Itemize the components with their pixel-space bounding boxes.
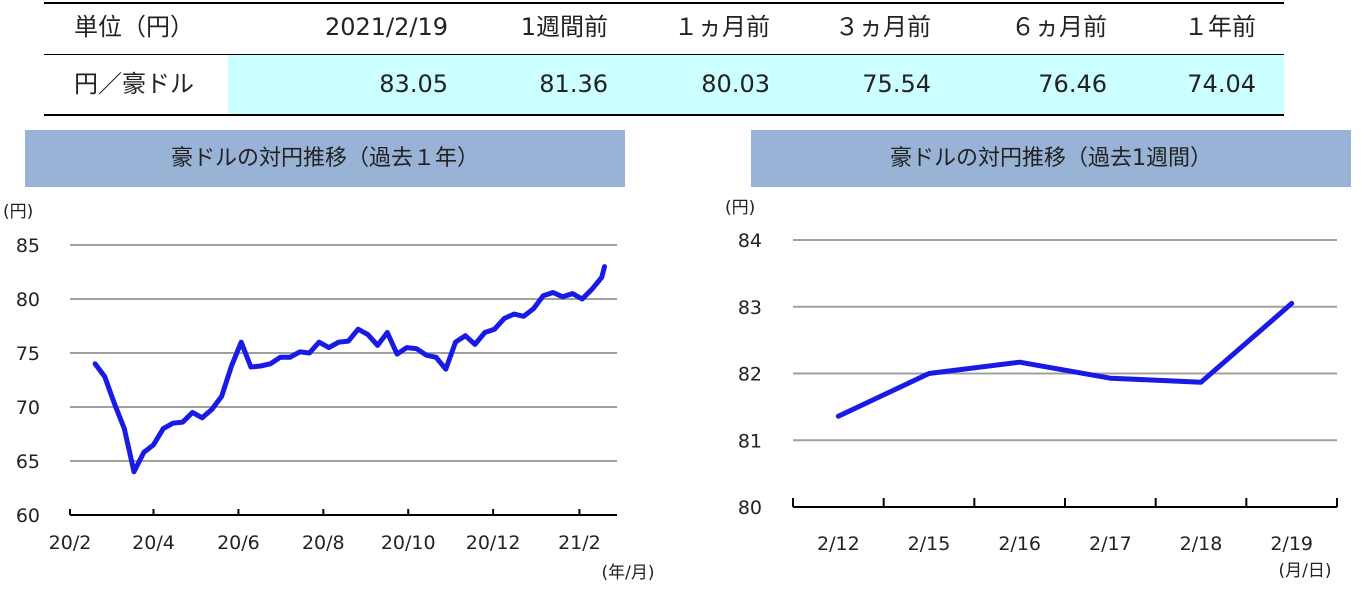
table-value-1year: 74.04	[1187, 70, 1256, 98]
y-tick-label: 82	[738, 364, 762, 386]
x-tick-label: 20/6	[217, 532, 260, 554]
x-axis-label: (月/日)	[1279, 561, 1332, 581]
x-tick-label: 20/8	[302, 532, 345, 554]
chart-title-1week: 豪ドルの対円推移（過去1週間）	[751, 130, 1351, 187]
line-chart-1year: (円) 60 65 70 75 80 85 20/2 20/4 20/6 20/8 20/10 20/1…	[3, 202, 655, 583]
table-top-rule	[44, 2, 1284, 4]
x-tick-label: 20/2	[49, 532, 92, 554]
table-header-6month: ６ヵ月前	[1011, 13, 1107, 41]
rate-table: 単位（円） 2021/2/19 1週間前 １ヵ月前 ３ヵ月前 ６ヵ月前 １年前 …	[44, 0, 1284, 117]
table-header-1week: 1週間前	[520, 13, 608, 41]
table-mid-rule	[44, 54, 1284, 55]
y-tick-label: 84	[738, 230, 762, 252]
x-tick-label: 2/16	[998, 533, 1041, 555]
chart-title-1year: 豪ドルの対円推移（過去１年）	[25, 130, 625, 187]
y-axis-label: (円)	[725, 198, 755, 218]
y-tick-label: 83	[738, 297, 762, 319]
table-value-current: 83.05	[379, 70, 448, 98]
y-tick-label: 60	[16, 505, 40, 527]
y-tick-label: 81	[738, 430, 762, 452]
table-header-unit: 単位（円）	[74, 13, 194, 41]
y-axis-label: (円)	[3, 202, 33, 222]
x-tick-label: 20/4	[132, 532, 175, 554]
x-tick-label: 2/18	[1180, 533, 1223, 555]
y-tick-label: 85	[16, 235, 40, 257]
y-tick-label: 65	[16, 451, 40, 473]
x-tick-label: 20/12	[466, 532, 521, 554]
table-value-3month: 75.54	[862, 70, 931, 98]
table-value-1month: 80.03	[701, 70, 770, 98]
x-tick-label: 2/15	[908, 533, 951, 555]
x-tick-label: 21/2	[558, 532, 601, 554]
table-header-1year: １年前	[1184, 13, 1256, 41]
table-header-1month: １ヵ月前	[674, 13, 770, 41]
table-value-1week: 81.36	[539, 70, 608, 98]
x-axis-label: (年/月)	[602, 563, 655, 583]
table-header-3month: ３ヵ月前	[835, 13, 931, 41]
table-header-date: 2021/2/19	[324, 13, 448, 41]
x-tick-label: 20/10	[381, 532, 436, 554]
line-chart-1week: (円) 80 81 82 83 84 2/12 2/15 2/16 2/17 2/18 2/19 (月/…	[725, 198, 1338, 581]
series-line	[92, 264, 607, 475]
y-tick-label: 80	[16, 289, 40, 311]
table-bottom-rule	[44, 114, 1284, 116]
x-tick-label: 2/12	[817, 533, 860, 555]
table-value-6month: 76.46	[1038, 70, 1107, 98]
x-tick-label: 2/19	[1270, 533, 1313, 555]
y-tick-label: 70	[16, 397, 40, 419]
y-tick-label: 75	[16, 343, 40, 365]
table-row-label: 円／豪ドル	[74, 70, 194, 98]
table-row-highlight	[228, 55, 1284, 114]
series-line	[835, 300, 1295, 419]
x-tick-label: 2/17	[1089, 533, 1132, 555]
y-tick-label: 80	[738, 497, 762, 519]
